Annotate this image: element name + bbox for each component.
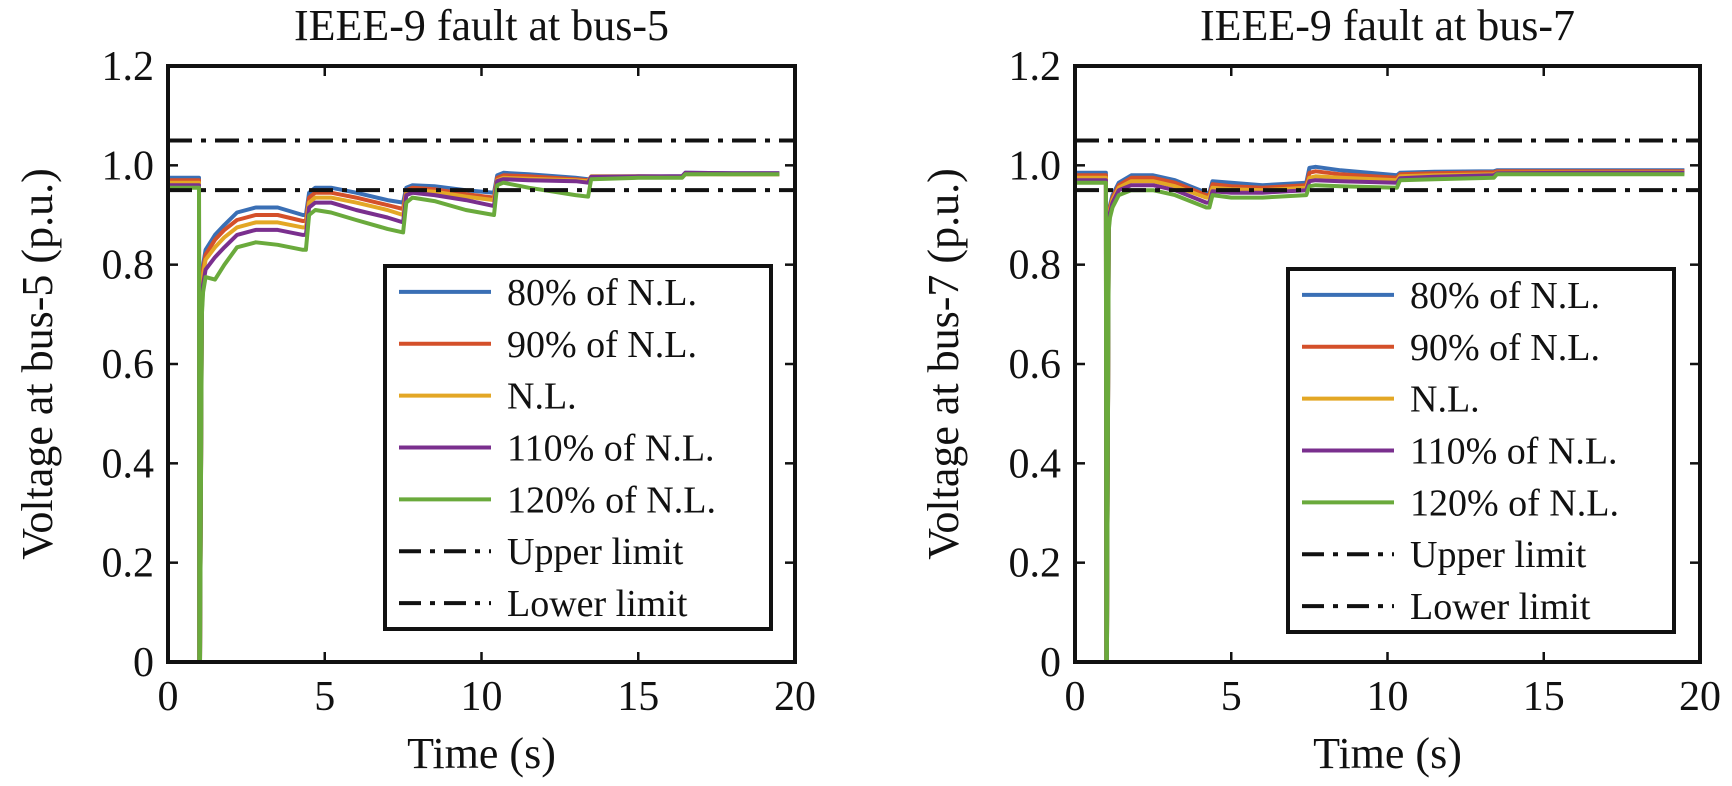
legend-label: Upper limit xyxy=(1410,534,1587,576)
legend-label: Lower limit xyxy=(1410,586,1591,628)
x-tick-label: 10 xyxy=(1367,674,1409,720)
y-axis-label: Voltage at bus-7 (p.u.) xyxy=(919,168,968,559)
legend: 80% of N.L. 90% of N.L. N.L. 110% of N.L. 12… xyxy=(1286,267,1676,634)
legend-label: 80% of N.L. xyxy=(507,272,697,314)
legend-label: 120% of N.L. xyxy=(507,479,716,521)
legend-label: 110% of N.L. xyxy=(507,428,715,470)
x-tick-label: 5 xyxy=(1221,674,1242,720)
y-tick-label: 0 xyxy=(1040,640,1061,686)
legend-label: N.L. xyxy=(507,376,577,418)
legend-label: Lower limit xyxy=(507,583,688,625)
y-tick-label: 0.6 xyxy=(1009,342,1062,388)
y-tick-label: 0.2 xyxy=(1009,541,1062,587)
x-tick-label: 15 xyxy=(617,674,659,720)
x-tick-label: 0 xyxy=(158,674,179,720)
legend-label: 80% of N.L. xyxy=(1410,275,1600,317)
y-tick-label: 0.8 xyxy=(1009,243,1062,289)
x-tick-label: 0 xyxy=(1065,674,1086,720)
x-tick-label: 5 xyxy=(314,674,335,720)
y-tick-label: 0.6 xyxy=(102,342,155,388)
x-tick-label: 20 xyxy=(1679,674,1721,720)
x-axis-label: Time (s) xyxy=(1313,729,1462,778)
x-axis-label: Time (s) xyxy=(407,729,556,778)
legend: 80% of N.L. 90% of N.L. N.L. 110% of N.L. 12… xyxy=(383,264,773,631)
series-line-4 xyxy=(168,170,780,662)
plot-frame xyxy=(166,64,797,664)
x-tick-label: 20 xyxy=(774,674,816,720)
y-tick-label: 0.2 xyxy=(102,541,155,587)
legend-label: 90% of N.L. xyxy=(1410,327,1600,369)
x-tick-label: 10 xyxy=(461,674,503,720)
y-tick-label: 1.0 xyxy=(1009,143,1062,189)
y-tick-label: 0.4 xyxy=(102,441,155,487)
y-tick-label: 0.4 xyxy=(1009,441,1062,487)
legend-label: N.L. xyxy=(1410,379,1480,421)
legend-label: Upper limit xyxy=(507,531,684,573)
series-line-5 xyxy=(1075,172,1685,662)
y-axis-label: Voltage at bus-5 (p.u.) xyxy=(13,168,62,559)
y-tick-label: 1.2 xyxy=(1009,44,1062,90)
legend-label: 90% of N.L. xyxy=(507,324,697,366)
series-line-5 xyxy=(168,172,780,662)
chart-title: IEEE-9 fault at bus-5 xyxy=(294,1,669,50)
plot-frame xyxy=(1073,64,1702,664)
y-tick-label: 0.8 xyxy=(102,243,155,289)
y-tick-label: 1.2 xyxy=(102,44,155,90)
chart-title: IEEE-9 fault at bus-7 xyxy=(1200,1,1575,50)
chart-panel-2: IEEE-9 fault at bus-7 0 0.2 0.4 0.6 0.8 1.0 1.2… xyxy=(919,1,1721,778)
legend-label: 120% of N.L. xyxy=(1410,482,1619,524)
y-tick-label: 0 xyxy=(133,640,154,686)
legend-label: 110% of N.L. xyxy=(1410,431,1618,473)
x-tick-label: 15 xyxy=(1523,674,1565,720)
chart-panel-1: IEEE-9 fault at bus-5 0 0.2 0.4 0.6 0.8 1.0 1.2… xyxy=(13,1,816,778)
y-tick-label: 1.0 xyxy=(102,143,155,189)
